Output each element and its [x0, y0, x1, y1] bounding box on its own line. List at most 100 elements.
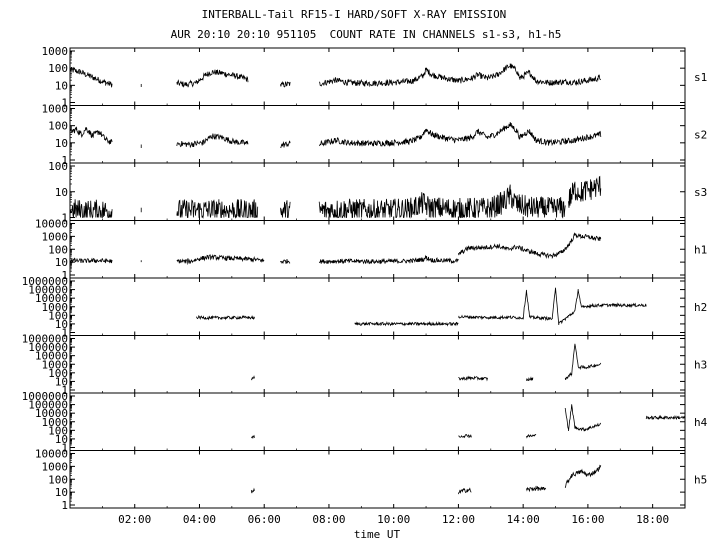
- y-tick-label-h4: 1: [61, 442, 68, 455]
- y-tick-label-h5: 100: [48, 473, 68, 486]
- y-tick-label-h4: 10: [55, 433, 68, 446]
- y-tick-label-h1: 100: [48, 243, 68, 256]
- data-trace-h3: [564, 343, 602, 381]
- x-tick-label: 10:00: [377, 513, 410, 526]
- y-tick-label-h2: 100000: [28, 284, 68, 297]
- y-tick-label-h2: 1000000: [22, 275, 68, 288]
- y-tick-label-h4: 100: [48, 424, 68, 437]
- panel-frame-h4: [69, 392, 686, 451]
- data-trace-s3: [280, 200, 291, 218]
- x-tick-label: 02:00: [118, 513, 151, 526]
- data-trace-h2: [458, 287, 647, 326]
- data-trace-s3: [176, 199, 259, 219]
- series-label-h1: h1: [694, 243, 707, 256]
- chart-subtitle: AUR 20:10 20:10 951105 COUNT RATE IN CHA…: [171, 28, 562, 41]
- y-tick-label-h1: 1000: [42, 230, 69, 243]
- data-trace-h2: [354, 320, 459, 327]
- chart-title: INTERBALL-Tail RF15-I HARD/SOFT X-RAY EM…: [202, 8, 507, 21]
- panel-frame-h2: [69, 277, 686, 336]
- data-trace-h1: [280, 258, 291, 265]
- y-tick-label-h2: 10000: [35, 292, 68, 305]
- data-trace-s1: [176, 69, 249, 88]
- y-tick-label-h3: 10: [55, 375, 68, 388]
- y-tick-label-s2: 10: [55, 137, 68, 150]
- y-tick-label-s1: 10: [55, 79, 68, 92]
- y-tick-label-h5: 10000: [35, 448, 68, 461]
- y-tick-label-h1: 10000: [35, 218, 68, 231]
- y-tick-label-h5: 1: [61, 499, 68, 512]
- data-trace-s3: [318, 184, 566, 219]
- data-trace-h5: [564, 464, 602, 489]
- y-tick-label-h3: 100000: [28, 341, 68, 354]
- x-tick-label: 12:00: [442, 513, 475, 526]
- series-label-s2: s2: [694, 128, 707, 141]
- series-label-h3: h3: [694, 358, 707, 371]
- y-tick-label-h2: 1000: [42, 301, 69, 314]
- y-tick-label-h3: 10000: [35, 350, 68, 363]
- y-tick-label-s1: 1: [61, 97, 68, 110]
- data-trace-h4: [526, 433, 537, 439]
- data-trace-s1: [318, 67, 459, 88]
- y-tick-label-h2: 10: [55, 318, 68, 331]
- series-label-h4: h4: [694, 416, 708, 429]
- y-tick-label-s3: 1: [61, 212, 68, 225]
- y-tick-label-h5: 1000: [42, 460, 69, 473]
- data-trace-h2: [196, 314, 255, 321]
- data-trace-h3: [458, 375, 488, 382]
- series-label-s3: s3: [694, 186, 707, 199]
- y-tick-label-s2: 100: [48, 120, 68, 133]
- panel-frame-h3: [69, 335, 686, 394]
- y-tick-label-h4: 1000: [42, 416, 69, 429]
- y-tick-label-h1: 10: [55, 256, 68, 269]
- y-tick-label-h2: 1: [61, 327, 68, 340]
- x-axis-label: time UT: [354, 528, 401, 541]
- data-trace-s2: [176, 133, 249, 149]
- series-label-h2: h2: [694, 301, 707, 314]
- y-tick-label-h2: 100: [48, 309, 68, 322]
- panel-s1: 1 10 100 1000 s1: [42, 45, 708, 110]
- data-trace-h4: [645, 414, 686, 421]
- y-tick-label-h1: 1: [61, 269, 68, 282]
- chart-panels: 1101001000s11101001000s2110100s311010010…: [22, 45, 708, 512]
- data-trace-h4: [251, 434, 255, 439]
- data-trace-h4: [564, 404, 602, 432]
- data-trace-h5: [458, 487, 472, 495]
- data-trace-h1: [458, 232, 602, 260]
- x-tick-label: 14:00: [507, 513, 540, 526]
- data-trace-s1: [69, 66, 113, 88]
- y-tick-label-s3: 10: [55, 186, 68, 199]
- time-axis: 02:00 04:00 06:00 08:00 10:00 12:00 14:00 16:00…: [118, 513, 669, 526]
- data-trace-s2: [69, 126, 113, 145]
- data-trace-s3: [568, 175, 602, 208]
- y-tick-label-s1: 100: [48, 62, 68, 75]
- data-trace-h1: [318, 254, 459, 265]
- panel-s2: 1 10 100 1000 s2: [42, 103, 708, 168]
- panel-frame-h1: [69, 220, 686, 279]
- panel-frame-s2: [69, 105, 686, 164]
- y-tick-label-h5: 10: [55, 486, 68, 499]
- data-trace-s2: [458, 122, 602, 147]
- y-tick-label-s1: 1000: [42, 45, 69, 58]
- panel-frame-s1: [69, 47, 686, 106]
- data-trace-h5: [526, 485, 547, 493]
- panel-s3: 1 10 100 s3: [48, 160, 707, 225]
- y-tick-label-s3: 100: [48, 160, 68, 173]
- data-trace-s1: [458, 63, 601, 87]
- y-tick-label-h4: 1000000: [22, 390, 68, 403]
- y-tick-label-h3: 100: [48, 367, 68, 380]
- data-trace-s2: [318, 128, 459, 147]
- x-tick-label: 06:00: [248, 513, 281, 526]
- y-tick-label-s2: 1000: [42, 103, 69, 116]
- data-trace-h3: [250, 375, 255, 381]
- x-tick-label: 16:00: [571, 513, 604, 526]
- data-trace-s2: [280, 140, 291, 149]
- panel-frame-h5: [69, 450, 686, 509]
- data-trace-h3: [526, 376, 534, 381]
- data-trace-s1: [280, 80, 291, 88]
- data-trace-h1: [176, 253, 265, 266]
